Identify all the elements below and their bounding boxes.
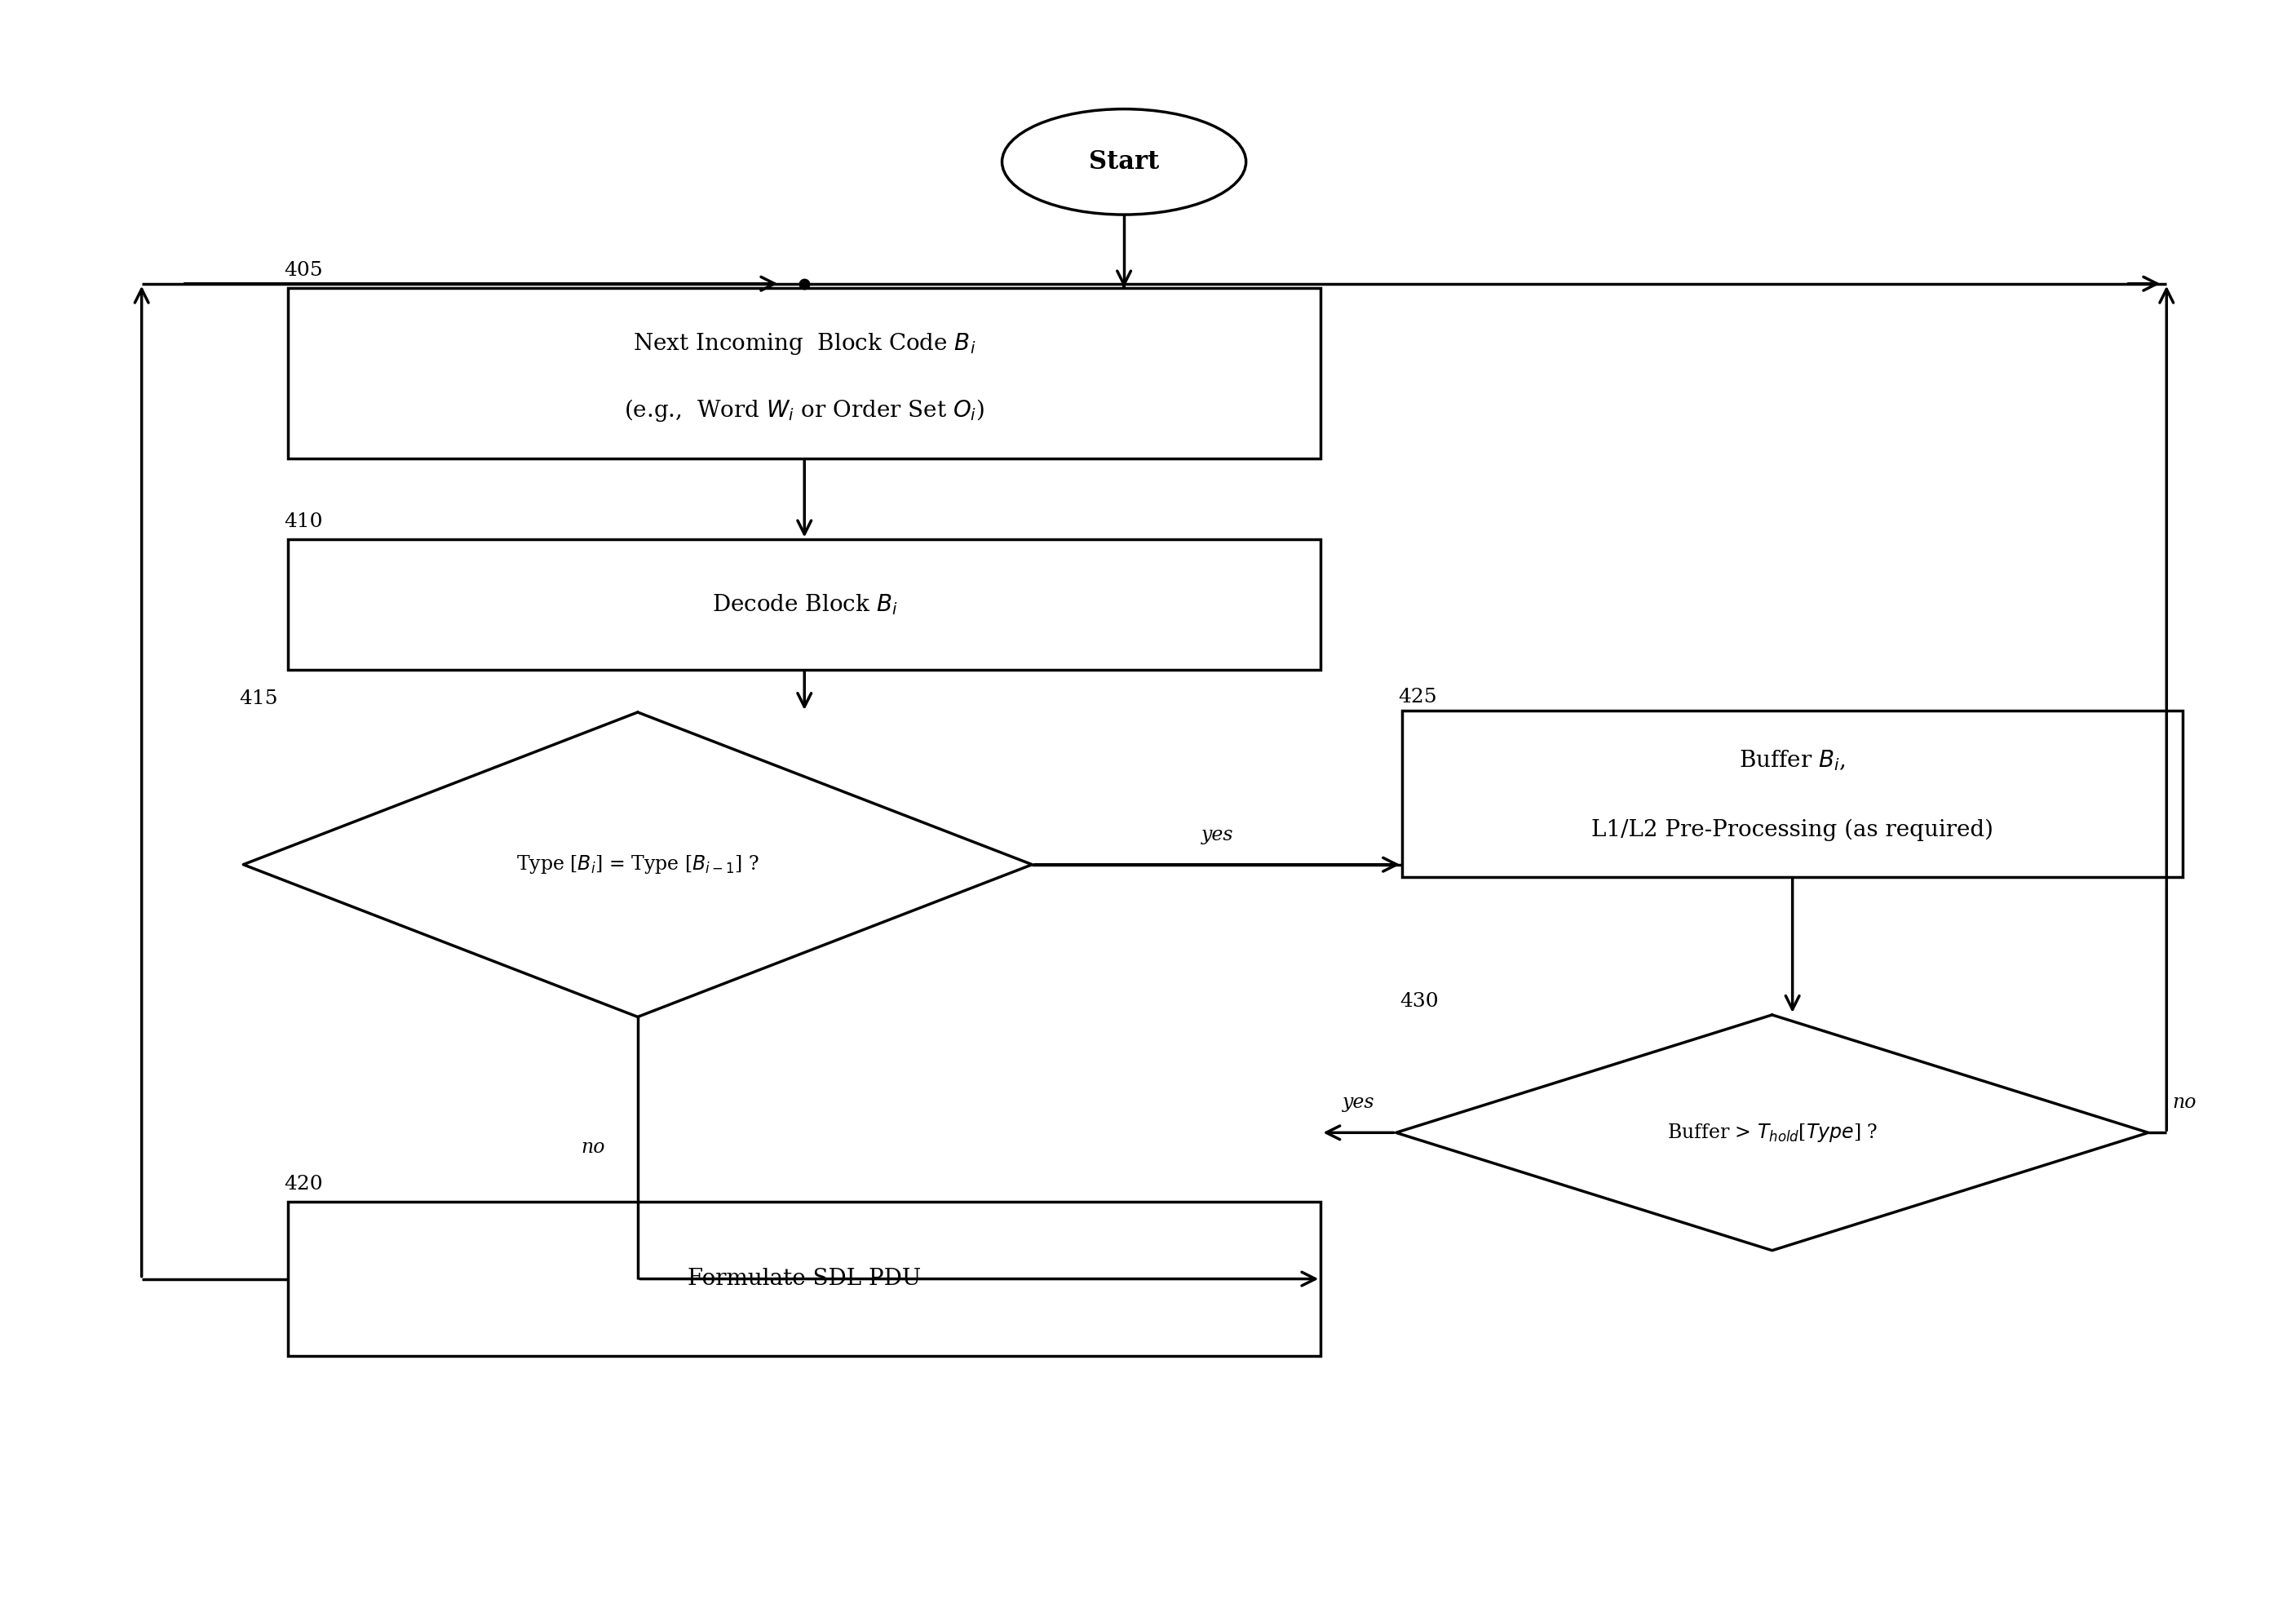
- Text: (e.g.,  Word $W_i$ or Order Set $O_i$): (e.g., Word $W_i$ or Order Set $O_i$): [625, 398, 985, 424]
- Text: 405: 405: [285, 260, 324, 280]
- Text: 430: 430: [1401, 991, 1440, 1011]
- FancyBboxPatch shape: [1403, 710, 2183, 876]
- Text: Decode Block $B_i$: Decode Block $B_i$: [712, 592, 898, 616]
- Text: L1/L2 Pre-Processing (as required): L1/L2 Pre-Processing (as required): [1591, 818, 1993, 841]
- Text: Type [$B_i$] = Type [$B_{i-1}$] ?: Type [$B_i$] = Type [$B_{i-1}$] ?: [517, 854, 760, 875]
- Text: Next Incoming  Block Code $B_i$: Next Incoming Block Code $B_i$: [634, 331, 976, 357]
- Text: yes: yes: [1201, 826, 1233, 844]
- Text: Buffer > $T_{hold}$[$\mathit{Type}$] ?: Buffer > $T_{hold}$[$\mathit{Type}$] ?: [1667, 1122, 1878, 1143]
- Text: no: no: [2172, 1093, 2197, 1112]
- FancyBboxPatch shape: [287, 1201, 1320, 1357]
- FancyBboxPatch shape: [287, 288, 1320, 458]
- Text: yes: yes: [1343, 1093, 1375, 1112]
- Text: Buffer $B_i$,: Buffer $B_i$,: [1738, 749, 1846, 773]
- Text: Formulate SDL PDU: Formulate SDL PDU: [689, 1268, 921, 1290]
- Text: 410: 410: [285, 513, 324, 532]
- FancyBboxPatch shape: [287, 540, 1320, 669]
- Text: no: no: [581, 1138, 606, 1158]
- Text: Start: Start: [1088, 149, 1159, 175]
- Text: 425: 425: [1398, 687, 1437, 707]
- Text: 420: 420: [285, 1176, 324, 1193]
- Text: 415: 415: [239, 689, 278, 708]
- Ellipse shape: [1001, 108, 1247, 215]
